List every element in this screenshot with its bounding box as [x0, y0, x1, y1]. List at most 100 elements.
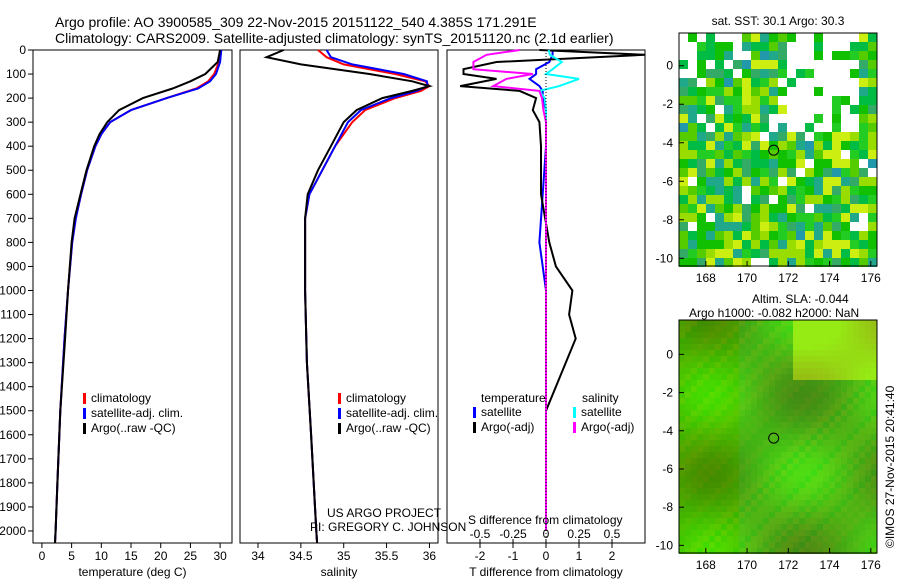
map-cell	[841, 114, 850, 123]
map-cell	[841, 524, 847, 530]
map-cell	[739, 530, 745, 536]
map-cell	[685, 404, 691, 410]
map-cell	[853, 494, 859, 500]
map-cell	[742, 69, 751, 78]
map-cell	[727, 404, 733, 410]
map-cell	[841, 464, 847, 470]
map-cell	[859, 422, 865, 428]
map-cell	[733, 488, 739, 494]
map-cell	[832, 222, 841, 231]
map-cell	[829, 326, 835, 332]
map-cell	[868, 51, 877, 60]
map-cell	[799, 464, 805, 470]
map-cell	[760, 51, 769, 60]
map-cell	[697, 320, 703, 326]
map-cell	[685, 470, 691, 476]
map-cell	[763, 488, 769, 494]
pi-text: PI: GREGORY C. JOHNSON	[310, 520, 466, 534]
map-cell	[685, 368, 691, 374]
map-cell	[799, 422, 805, 428]
map-cell	[691, 398, 697, 404]
map-cell	[697, 368, 703, 374]
map-cell	[688, 69, 697, 78]
map-cell	[679, 141, 688, 150]
map-cell	[871, 488, 877, 494]
map-cell	[781, 428, 787, 434]
map-cell	[787, 326, 793, 332]
map-cell	[805, 506, 811, 512]
map-cell	[721, 548, 727, 554]
map-cell	[787, 258, 796, 267]
map-cell	[859, 368, 865, 374]
map-cell	[691, 386, 697, 392]
map-cell	[811, 398, 817, 404]
map-cell	[760, 96, 769, 105]
map-cell	[733, 380, 739, 386]
map-cell	[769, 249, 778, 258]
map-cell	[817, 416, 823, 422]
map-cell	[805, 362, 811, 368]
map-cell	[751, 326, 757, 332]
map-cell	[775, 500, 781, 506]
map-cell	[805, 332, 811, 338]
map-cell	[703, 374, 709, 380]
map-cell	[760, 168, 769, 177]
map-cell	[823, 374, 829, 380]
map-cell	[832, 60, 841, 69]
map-cell	[679, 434, 685, 440]
map-cell	[742, 168, 751, 177]
map-cell	[733, 422, 739, 428]
x-tick-label: 34.5	[289, 549, 313, 563]
map-cell	[742, 96, 751, 105]
map-cell	[697, 488, 703, 494]
map-cell	[721, 458, 727, 464]
map-cell	[841, 33, 850, 42]
map-cell	[781, 368, 787, 374]
map-cell	[817, 380, 823, 386]
map-cell	[757, 356, 763, 362]
map-cell	[697, 482, 703, 488]
map-cell	[685, 410, 691, 416]
map-cell	[781, 440, 787, 446]
map-cell	[697, 392, 703, 398]
map-cell	[799, 326, 805, 332]
map-cell	[841, 195, 850, 204]
map-cell	[679, 524, 685, 530]
map-cell	[796, 231, 805, 240]
map-cell	[721, 506, 727, 512]
map-cell	[703, 392, 709, 398]
map-cell	[727, 536, 733, 542]
map-cell	[685, 494, 691, 500]
map-cell	[727, 428, 733, 434]
map-cell	[868, 69, 877, 78]
map-cell	[757, 470, 763, 476]
map-cell	[871, 470, 877, 476]
map-cell	[847, 536, 853, 542]
map-cell	[805, 536, 811, 542]
map-cell	[868, 60, 877, 69]
map-cell	[805, 96, 814, 105]
map-cell	[775, 518, 781, 524]
map-cell	[871, 446, 877, 452]
map-cell	[787, 195, 796, 204]
map-cell	[757, 428, 763, 434]
map-cell	[793, 452, 799, 458]
map-cell	[763, 380, 769, 386]
map-cell	[763, 392, 769, 398]
map-cell	[793, 410, 799, 416]
map-cell	[757, 320, 763, 326]
map-cell	[685, 440, 691, 446]
map-cell	[769, 512, 775, 518]
map-cell	[805, 186, 814, 195]
map-cell	[751, 231, 760, 240]
map-cell	[847, 428, 853, 434]
map-cell	[847, 470, 853, 476]
map-cell	[805, 548, 811, 554]
map-cell	[841, 159, 850, 168]
map-cell	[685, 530, 691, 536]
map-cell	[817, 446, 823, 452]
map-cell	[721, 500, 727, 506]
map-cell	[691, 434, 697, 440]
map-cell	[865, 362, 871, 368]
map-cell	[841, 105, 850, 114]
